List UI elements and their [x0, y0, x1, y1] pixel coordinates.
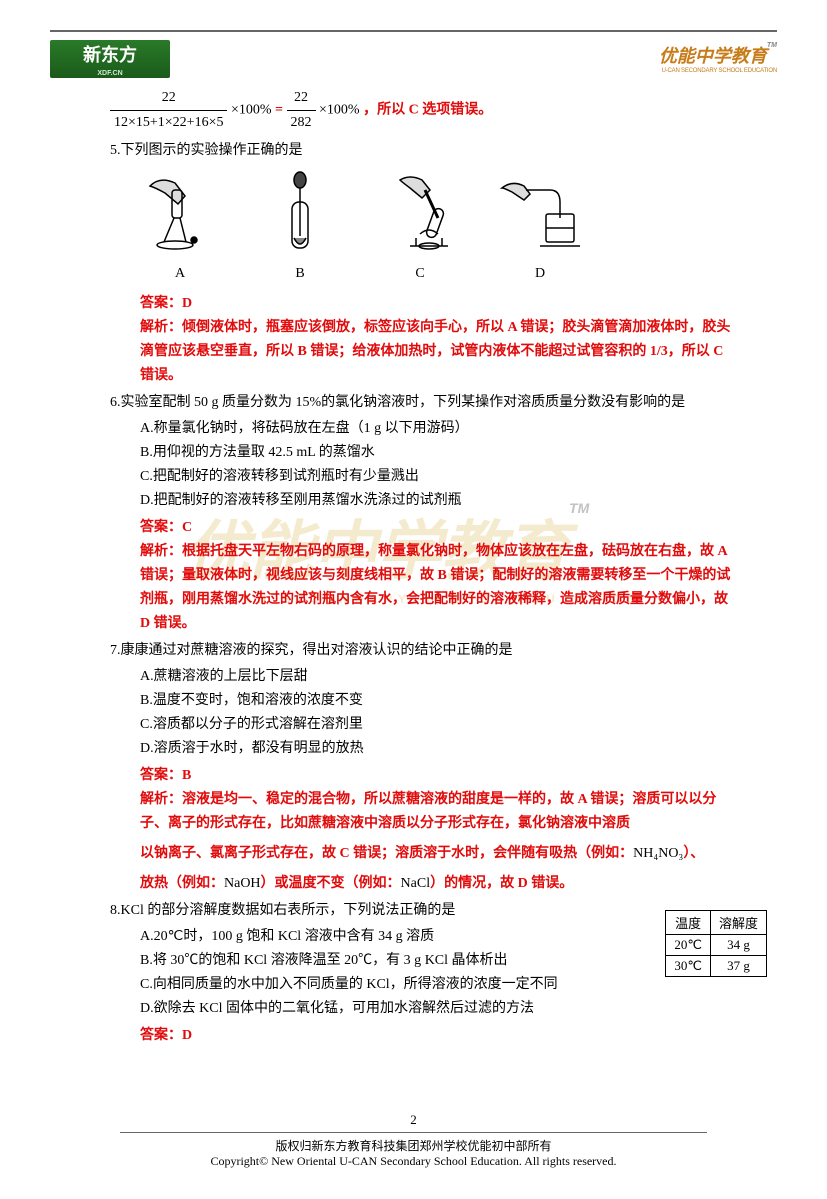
eq-mid1: ×100%: [231, 103, 272, 118]
footer-line2: Copyright© New Oriental U-CAN Secondary …: [0, 1154, 827, 1169]
q5-fig-c: [370, 168, 470, 258]
q5-label-c: C: [370, 262, 470, 286]
eq-tail: ，所以 C 选项错误。: [363, 103, 492, 118]
fraction-2: 22 282: [287, 86, 316, 135]
q5-figures: [130, 168, 737, 258]
content: 22 12×15+1×22+16×5 ×100% = 22 282 ×100% …: [110, 86, 737, 1048]
eq-mid2: ×100%: [319, 103, 360, 118]
frac1-num: 22: [110, 86, 227, 111]
tm-mark: TM: [767, 42, 777, 49]
q7-c: C.溶质都以分子的形式溶解在溶剂里: [140, 713, 737, 737]
q5-fig-b: [250, 168, 350, 258]
q6-b: B.用仰视的方法量取 42.5 mL 的蒸馏水: [140, 441, 737, 465]
q8-b-e: 晶体析出: [448, 953, 508, 968]
q7-analysis-3c: ）或温度不变（例如：: [261, 876, 401, 891]
footer-line1: 版权归新东方教育科技集团郑州学校优能初中部所有: [0, 1137, 827, 1154]
q8-b-c: 溶液降温至 20℃，有 3 g: [267, 953, 425, 968]
q8-stem-c: 的部分溶解度数据如右表所示，下列说法正确的是: [144, 903, 456, 918]
q8-a-a: A.20℃时，100 g 饱和: [140, 929, 278, 944]
q7-answer: 答案：B: [140, 764, 737, 788]
q7-analysis-2c: ）、: [683, 846, 704, 861]
q5-fig-a: [130, 168, 230, 258]
q8-stem: 8.KCl 的部分溶解度数据如右表所示，下列说法正确的是: [110, 899, 737, 923]
q7-naoh: NaOH: [224, 876, 261, 891]
q8-c-a: C.向相同质量的水中加入不同质量的: [140, 977, 366, 992]
q5-stem: 5.下列图示的实验操作正确的是: [110, 139, 737, 163]
q6-c: C.把配制好的溶液转移到试剂瓶时有少量溅出: [140, 465, 737, 489]
q8-d-c: 固体中的二氧化锰，可用加水溶解然后过滤的方法: [222, 1001, 534, 1016]
q8-kcl-6: KCl: [199, 1001, 222, 1016]
q7-d: D.溶质溶于水时，都没有明显的放热: [140, 737, 737, 761]
fraction-1: 22 12×15+1×22+16×5: [110, 86, 227, 135]
q8-d-a: D.欲除去: [140, 1001, 199, 1016]
q7-stem: 7.康康通过对蔗糖溶液的探究，得出对溶液认识的结论中正确的是: [110, 639, 737, 663]
q6-stem: 6.实验室配制 50 g 质量分数为 15%的氯化钠溶液时，下列某操作对溶质质量…: [110, 391, 737, 415]
equation-line: 22 12×15+1×22+16×5 ×100% = 22 282 ×100% …: [110, 86, 737, 135]
q8-b-a: B.将 30℃的饱和: [140, 953, 244, 968]
q5-analysis: 解析：倾倒液体时，瓶塞应该倒放，标签应该向手心，所以 A 错误；胶头滴管滴加液体…: [140, 316, 737, 387]
q8-a: A.20℃时，100 g 饱和 KCl 溶液中含有 34 g 溶质: [140, 925, 737, 949]
q7-nh4no3: NH₄NO₃: [633, 846, 683, 861]
q8-stem-a: 8.: [110, 903, 121, 918]
q8-kcl-5: KCl: [366, 977, 389, 992]
frac2-num: 22: [287, 86, 316, 111]
q7-analysis-2a: 以钠离子、氯离子形式存在，故 C 错误；溶质溶于水时，会伴随有吸热（例如：: [140, 846, 633, 861]
q7-analysis-1: 解析：溶液是均一、稳定的混合物，所以蔗糖溶液的甜度是一样的，故 A 错误；溶质可…: [140, 788, 737, 836]
q7-b: B.温度不变时，饱和溶液的浓度不变: [140, 689, 737, 713]
q6-analysis: 解析：根据托盘天平左物右码的原理，称量氯化钠时，物体应该放在左盘，砝码放在右盘，…: [140, 540, 737, 635]
eq-equals: =: [275, 103, 283, 118]
q5-answer: 答案：D: [140, 292, 737, 316]
q7-analysis-3e: ）的情况，故 D 错误。: [430, 876, 573, 891]
q5-fig-d: [490, 168, 590, 258]
q7-analysis-3a: 放热（例如：: [140, 876, 224, 891]
q6-answer: 答案：C: [140, 516, 737, 540]
q7-a: A.蔗糖溶液的上层比下层甜: [140, 665, 737, 689]
q7-nacl: NaCl: [401, 876, 431, 891]
q5-label-b: B: [250, 262, 350, 286]
q5-labels: A B C D: [130, 262, 737, 286]
q6-d: D.把配制好的溶液转移至刚用蒸馏水洗涤过的试剂瓶: [140, 489, 737, 513]
logo-right-text: 优能中学教育: [659, 46, 767, 66]
q8-kcl-2: KCl: [278, 929, 301, 944]
q8-kcl-4: KCl: [425, 953, 448, 968]
q8-kcl-1: KCl: [121, 903, 144, 918]
header-rule: 优能中学教育TM U-CAN SECONDARY SCHOOL EDUCATIO…: [50, 30, 777, 86]
page-number: 2: [0, 1112, 827, 1128]
logo-right-sub: U-CAN SECONDARY SCHOOL EDUCATION: [597, 68, 777, 74]
frac2-den: 282: [287, 111, 316, 135]
logo-right: 优能中学教育TM U-CAN SECONDARY SCHOOL EDUCATIO…: [597, 42, 777, 72]
q8-a-c: 溶液中含有 34 g 溶质: [301, 929, 434, 944]
q8-c-c: ，所得溶液的浓度一定不同: [390, 977, 558, 992]
q5-label-d: D: [490, 262, 590, 286]
q8-b: B.将 30℃的饱和 KCl 溶液降温至 20℃，有 3 g KCl 晶体析出: [140, 949, 737, 973]
frac1-den: 12×15+1×22+16×5: [110, 111, 227, 135]
footer: 2 版权归新东方教育科技集团郑州学校优能初中部所有 Copyright© New…: [0, 1112, 827, 1169]
q5-label-a: A: [130, 262, 230, 286]
q8-answer: 答案：D: [140, 1024, 737, 1048]
q8-c: C.向相同质量的水中加入不同质量的 KCl，所得溶液的浓度一定不同: [140, 973, 737, 997]
q6-a: A.称量氯化钠时，将砝码放在左盘（1 g 以下用游码）: [140, 417, 737, 441]
q8-kcl-3: KCl: [244, 953, 267, 968]
q8-d: D.欲除去 KCl 固体中的二氧化锰，可用加水溶解然后过滤的方法: [140, 997, 737, 1021]
footer-rule: [120, 1132, 707, 1133]
